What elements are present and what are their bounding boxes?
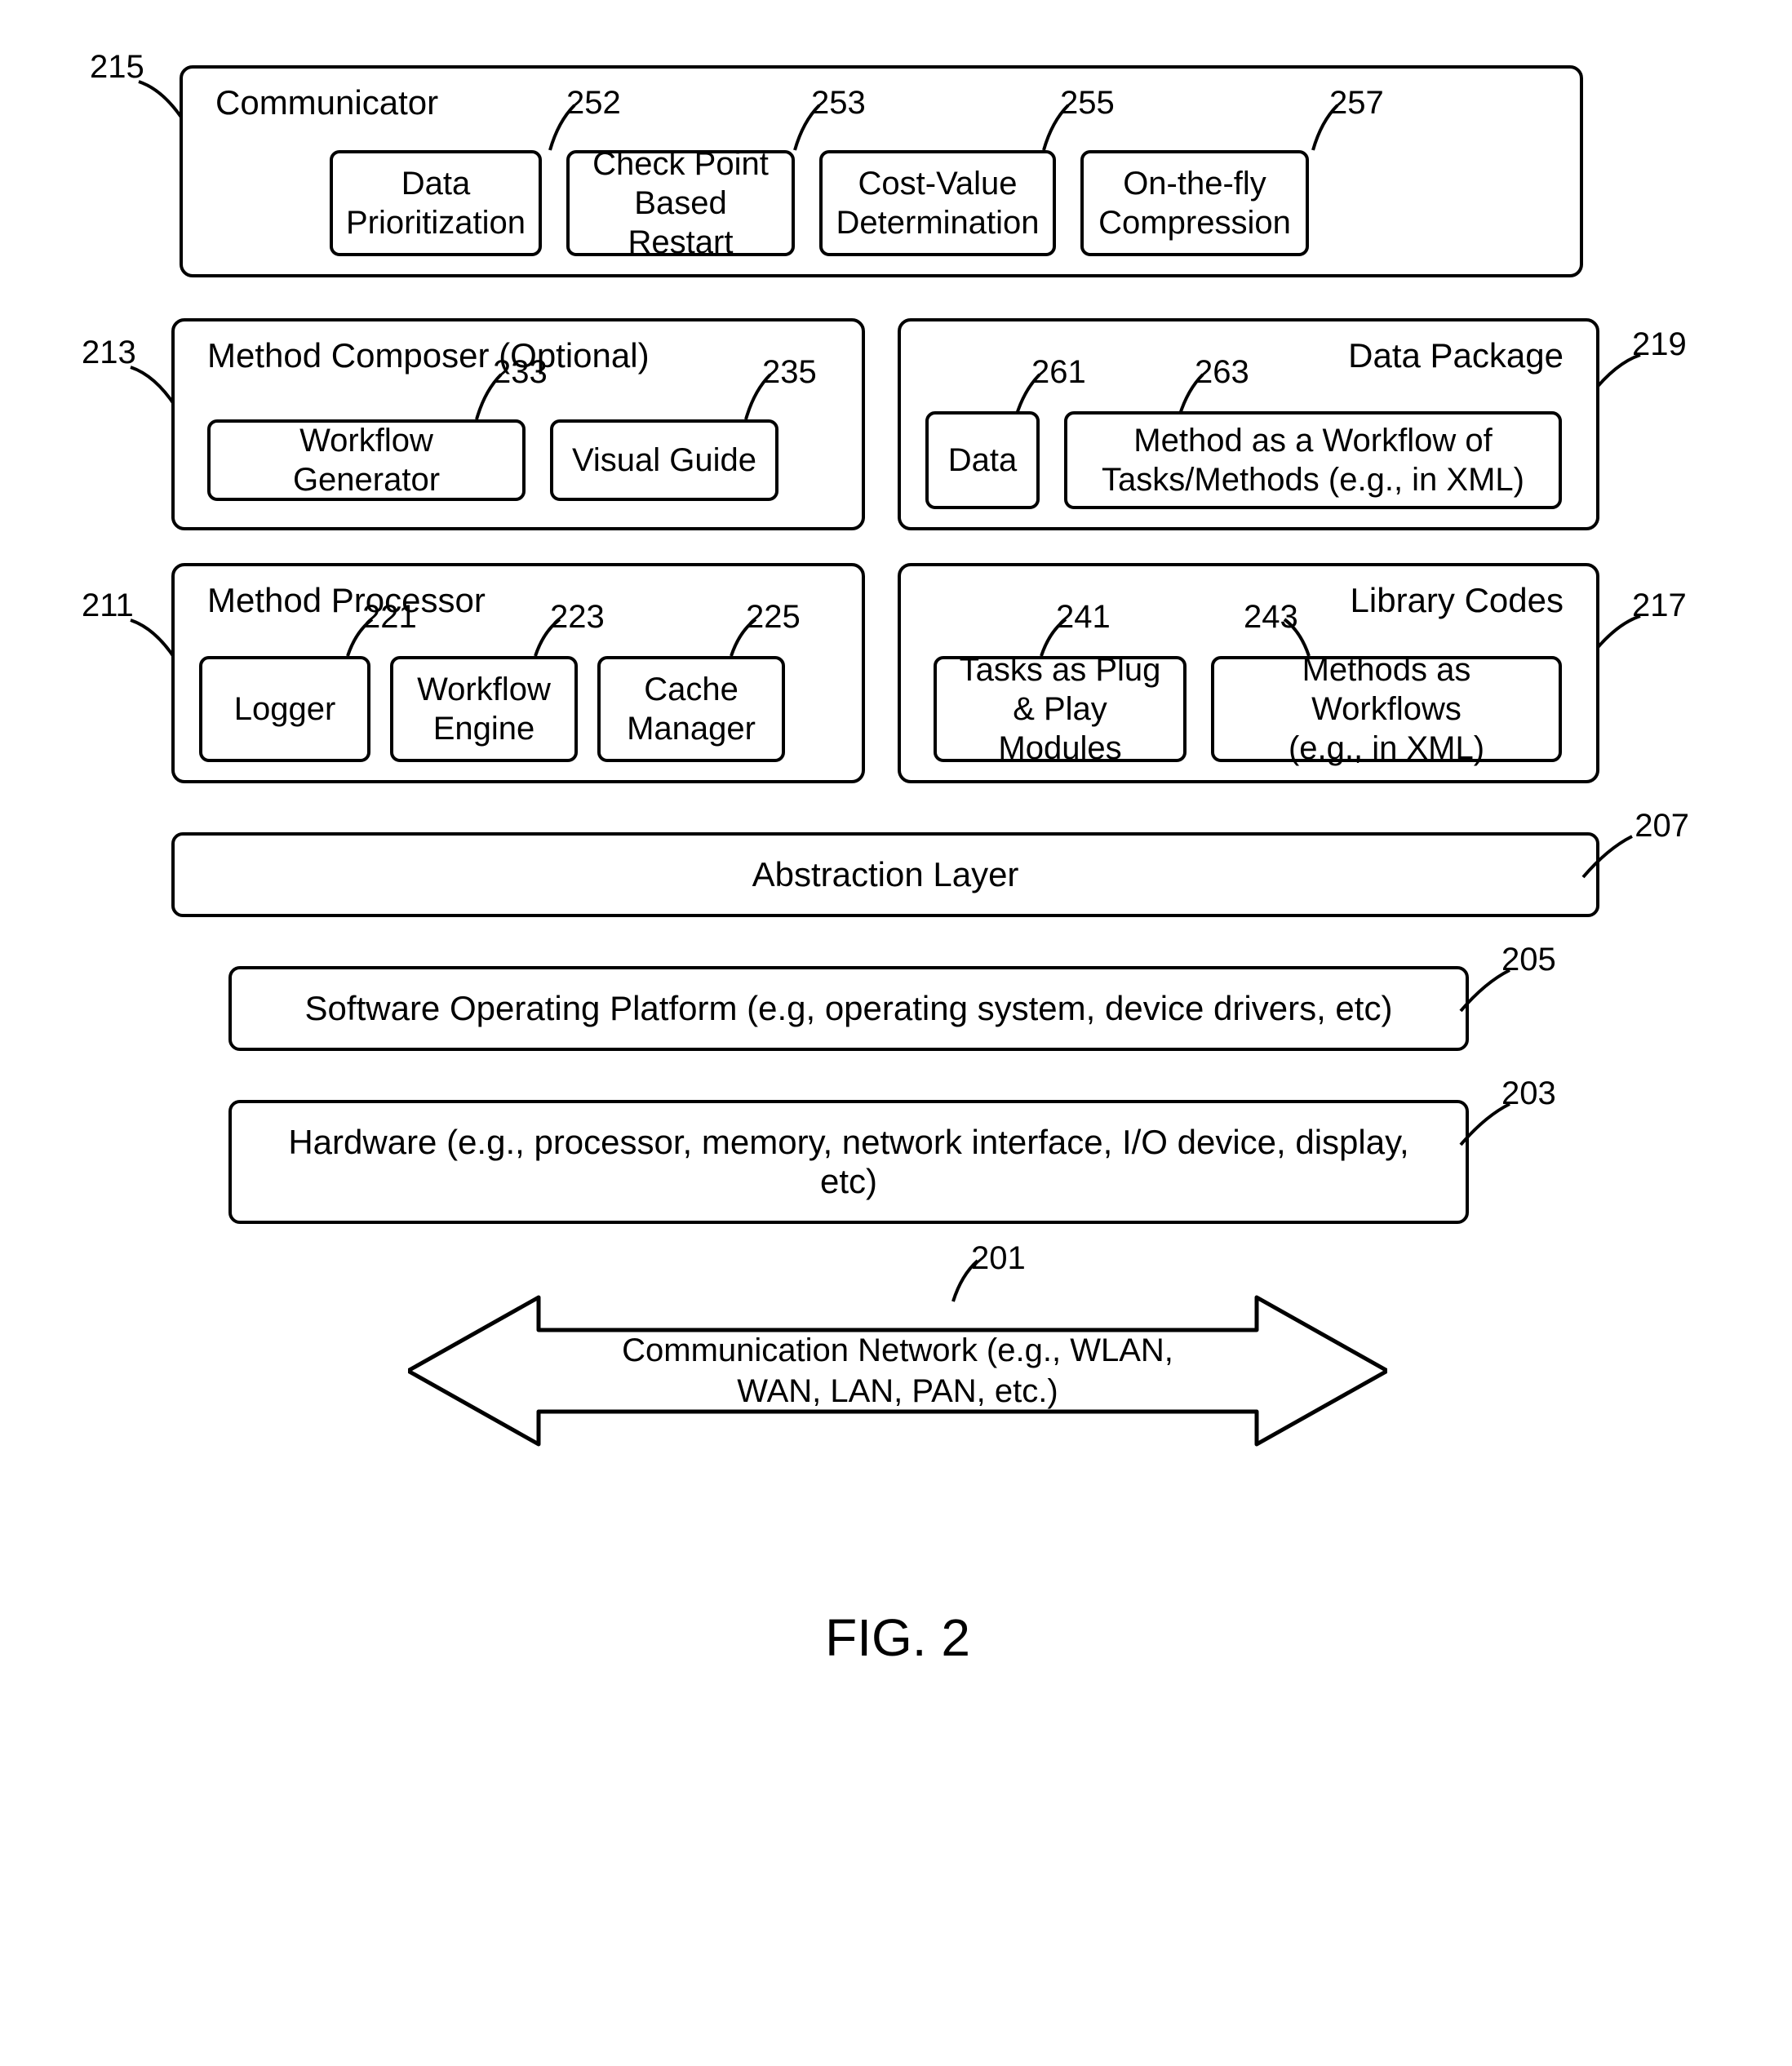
data-box: Data <box>925 411 1040 509</box>
hardware-box: Hardware (e.g., processor, memory, netwo… <box>228 1100 1469 1224</box>
hook-203 <box>1461 1104 1518 1153</box>
library-codes-group: Library Codes 241 243 Tasks as Plug & Pl… <box>898 563 1599 783</box>
communicator-title: Communicator <box>215 83 438 122</box>
hook-205 <box>1461 970 1518 1019</box>
data-package-group: Data Package 261 263 Data Method as a Wo… <box>898 318 1599 530</box>
abstraction-layer-box: Abstraction Layer <box>171 832 1599 917</box>
methods-workflows-box: Methods as Workflows (e.g., in XML) <box>1211 656 1562 762</box>
figure-caption: FIG. 2 <box>82 1607 1714 1668</box>
method-composer-title: Method Composer (Optional) <box>207 336 650 375</box>
hook-223 <box>535 619 568 660</box>
method-processor-group: Method Processor 221 223 225 Logger Work… <box>171 563 865 783</box>
hook-217 <box>1591 616 1648 665</box>
method-composer-group: Method Composer (Optional) 233 235 Workf… <box>171 318 865 530</box>
hook-235 <box>746 375 778 423</box>
workflow-generator-box: Workflow Generator <box>207 419 526 501</box>
ref-211: 211 <box>82 587 134 624</box>
hook-233 <box>477 375 509 423</box>
data-prioritization-box: Data Prioritization <box>330 150 542 256</box>
data-package-title: Data Package <box>1348 336 1564 375</box>
hook-255 <box>1044 105 1076 154</box>
cache-manager-box: Cache Manager <box>597 656 785 762</box>
hook-207 <box>1583 836 1640 885</box>
ref-207: 207 <box>1635 808 1689 845</box>
method-workflow-box: Method as a Workflow of Tasks/Methods (e… <box>1064 411 1562 509</box>
hook-225 <box>731 619 764 660</box>
onfly-compression-box: On-the-fly Compression <box>1080 150 1309 256</box>
ref-213: 213 <box>82 335 136 371</box>
hook-252 <box>550 105 583 154</box>
communicator-group: Communicator 252 253 255 257 Data Priori… <box>180 65 1583 277</box>
tasks-plug-box: Tasks as Plug & Play Modules <box>934 656 1187 762</box>
figure-2-diagram: 215 Communicator 252 253 255 257 Data Pr… <box>82 65 1714 1668</box>
hook-221 <box>348 619 380 660</box>
logger-box: Logger <box>199 656 370 762</box>
software-platform-box: Software Operating Platform (e.g, operat… <box>228 966 1469 1051</box>
cost-value-box: Cost-Value Determination <box>819 150 1056 256</box>
workflow-engine-box: Workflow Engine <box>390 656 578 762</box>
ref-215: 215 <box>90 49 144 86</box>
network-label: Communication Network (e.g., WLAN, WAN, … <box>539 1330 1257 1412</box>
visual-guide-box: Visual Guide <box>550 419 778 501</box>
hook-257 <box>1313 105 1346 154</box>
hook-219 <box>1591 355 1648 404</box>
hook-253 <box>795 105 827 154</box>
checkpoint-restart-box: Check Point Based Restart <box>566 150 795 256</box>
library-codes-title: Library Codes <box>1351 581 1564 620</box>
method-processor-title: Method Processor <box>207 581 486 620</box>
